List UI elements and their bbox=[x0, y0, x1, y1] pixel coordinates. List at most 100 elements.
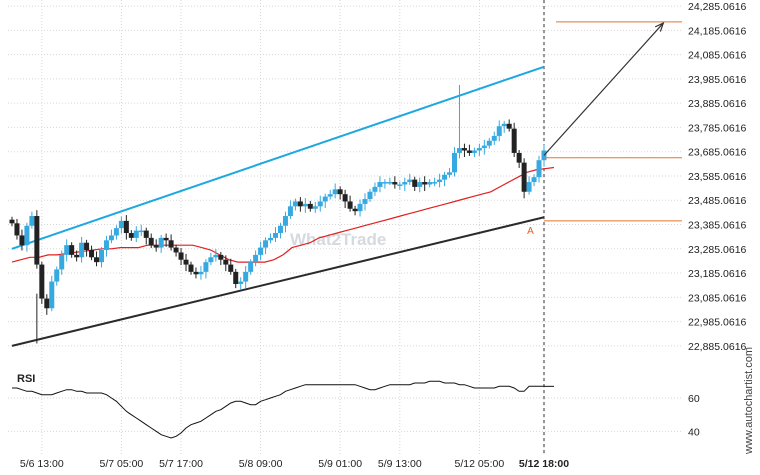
candle-body bbox=[193, 271, 199, 275]
candle-body bbox=[277, 225, 283, 234]
candle-body bbox=[9, 219, 15, 224]
candle-body bbox=[297, 201, 303, 207]
candle-body bbox=[397, 184, 403, 186]
candlesticks bbox=[9, 84, 547, 344]
candle-body bbox=[273, 233, 279, 238]
candle-body bbox=[287, 206, 293, 217]
candle-body bbox=[258, 247, 264, 255]
candle-body bbox=[432, 182, 438, 184]
lower-channel-line bbox=[11, 216, 545, 347]
candle-body bbox=[208, 257, 214, 263]
candle-body bbox=[442, 174, 448, 180]
candle-body bbox=[243, 271, 249, 282]
candle-body bbox=[128, 233, 134, 238]
candle-body bbox=[263, 240, 269, 248]
candle-body bbox=[54, 269, 60, 282]
projection-arrow-line bbox=[543, 22, 664, 156]
credit-text: www.autochartist.com bbox=[743, 347, 755, 455]
price-tick-label: 23,885.0616 bbox=[688, 98, 747, 110]
candle-body bbox=[228, 264, 234, 272]
price-tick-label: 24,285.0616 bbox=[688, 1, 747, 13]
candle-body bbox=[521, 162, 527, 192]
price-tick-label: 23,485.0616 bbox=[688, 195, 747, 207]
candle-body bbox=[64, 245, 70, 255]
candle-body bbox=[94, 257, 100, 263]
candle-body bbox=[44, 298, 50, 309]
time-axis: 5/6 13:00 5/7 05:00 5/7 17:00 5/8 09:00 5/9 … bbox=[20, 458, 569, 470]
candle-body bbox=[372, 186, 378, 192]
price-tick-label: 23,985.0616 bbox=[688, 74, 747, 86]
candle-body bbox=[138, 230, 144, 233]
candle-body bbox=[143, 230, 149, 238]
grid-lines bbox=[8, 0, 682, 455]
candle-body bbox=[24, 225, 30, 246]
candle-body bbox=[98, 250, 104, 263]
candle-body bbox=[253, 254, 259, 263]
candle-body bbox=[357, 203, 363, 212]
rsi-title: RSI bbox=[17, 373, 35, 385]
price-axis: 24,285.0616 24,185.0616 24,085.0616 23,985.… bbox=[688, 1, 747, 353]
candle-body bbox=[183, 259, 189, 265]
candle-body bbox=[108, 235, 114, 241]
moving-average-line bbox=[11, 166, 555, 263]
candle-body bbox=[178, 252, 184, 260]
candle-body bbox=[173, 247, 179, 253]
candle-body bbox=[89, 250, 95, 258]
price-tick-label: 24,185.0616 bbox=[688, 25, 747, 37]
price-tick-label: 23,085.0616 bbox=[688, 292, 747, 304]
candle-body bbox=[342, 194, 348, 202]
price-tick-label: 23,685.0616 bbox=[688, 147, 747, 159]
upper-channel-line bbox=[11, 65, 545, 250]
time-tick-label: 5/12 05:00 bbox=[455, 458, 505, 470]
point-label-a: A bbox=[527, 226, 534, 237]
candle-body bbox=[148, 237, 154, 246]
candle-body bbox=[332, 189, 338, 195]
candle-body bbox=[103, 240, 109, 251]
price-tick-label: 22,985.0616 bbox=[688, 317, 747, 329]
time-tick-label: 5/8 09:00 bbox=[239, 458, 283, 470]
candle-body bbox=[79, 242, 85, 258]
candle-body bbox=[452, 152, 458, 173]
price-tick-label: 23,185.0616 bbox=[688, 268, 747, 280]
candle-body bbox=[233, 271, 239, 284]
candle-body bbox=[387, 182, 393, 184]
rsi-tick-label: 40 bbox=[688, 426, 700, 438]
candle-body bbox=[516, 152, 522, 163]
candle-body bbox=[19, 235, 25, 246]
candle-body bbox=[526, 182, 532, 192]
time-tick-label: 5/7 05:00 bbox=[99, 458, 143, 470]
projection-arrow bbox=[543, 21, 665, 156]
time-tick-label: 5/9 01:00 bbox=[318, 458, 362, 470]
candle-body bbox=[392, 182, 398, 185]
candle-body bbox=[417, 182, 423, 187]
candle-body bbox=[123, 220, 129, 234]
candle-body bbox=[29, 216, 35, 226]
candle-body bbox=[188, 264, 194, 272]
candle-body bbox=[347, 201, 353, 209]
candle-body bbox=[282, 216, 288, 226]
candle-body bbox=[377, 182, 383, 187]
candle-body bbox=[382, 182, 388, 184]
candle-body bbox=[506, 123, 512, 129]
candle-body bbox=[322, 196, 328, 202]
candle-body bbox=[198, 271, 204, 275]
candle-body bbox=[118, 220, 124, 229]
candle-body bbox=[218, 254, 224, 260]
candle-body bbox=[422, 182, 428, 185]
candle-body bbox=[203, 262, 209, 272]
candle-body bbox=[362, 199, 368, 204]
horizontal-levels: A bbox=[527, 21, 682, 237]
candle-body bbox=[367, 191, 373, 200]
candle-body bbox=[496, 126, 502, 136]
candle-body bbox=[69, 245, 75, 255]
candle-body bbox=[113, 228, 119, 236]
candle-body bbox=[59, 254, 65, 270]
time-tick-label: 5/12 18:00 bbox=[519, 458, 569, 470]
candle-body bbox=[531, 177, 537, 183]
candle-body bbox=[327, 194, 333, 197]
candle-body bbox=[466, 150, 472, 153]
candle-body bbox=[84, 242, 90, 251]
candle-body bbox=[14, 223, 20, 236]
candle-body bbox=[447, 172, 453, 175]
